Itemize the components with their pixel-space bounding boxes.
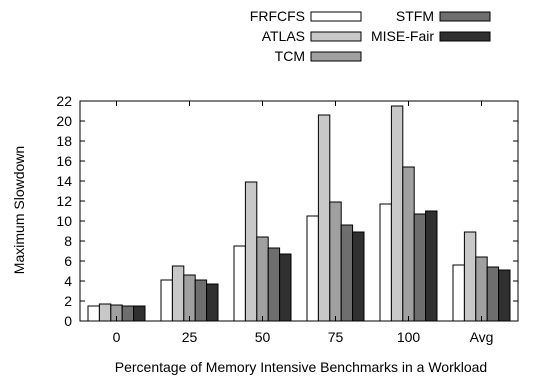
bar-atlas-100 <box>390 105 404 322</box>
x-tick-label: Avg <box>470 329 494 345</box>
legend-item-atlas: ATLAS <box>262 28 362 44</box>
bar-frfcfs-50 <box>233 245 246 322</box>
y-tick-label: 2 <box>64 293 72 309</box>
bar-tcm-75 <box>329 201 342 322</box>
legend-label: FRFCFS <box>250 8 305 24</box>
bar-mise-fair-avg <box>498 269 511 322</box>
bar-frfcfs-25 <box>160 279 173 322</box>
bar-atlas-0 <box>98 303 112 322</box>
bar-mise-fair-75 <box>352 231 365 322</box>
bar-atlas-75 <box>317 114 331 322</box>
y-tick-label: 4 <box>64 273 72 289</box>
bar-stfm-50 <box>267 247 281 322</box>
bars <box>87 105 511 322</box>
bar-frfcfs-100 <box>379 203 392 322</box>
x-tick-label: 75 <box>328 329 344 345</box>
legend-label: MISE-Fair <box>371 28 434 44</box>
bar-stfm-avg <box>486 266 500 322</box>
bar-tcm-avg <box>475 256 488 322</box>
legend-label: ATLAS <box>262 28 305 44</box>
bar-atlas-25 <box>171 265 185 322</box>
plot-frame <box>79 100 519 322</box>
legend-swatch <box>310 11 362 22</box>
x-tick-label: 50 <box>255 329 271 345</box>
y-tick-label: 6 <box>64 253 72 269</box>
y-tick-label: 12 <box>56 193 72 209</box>
bar-tcm-50 <box>256 236 269 322</box>
x-tick-label: 0 <box>113 329 121 345</box>
bar-stfm-0 <box>121 305 135 322</box>
legend-item-mise-fair: MISE-Fair <box>371 28 491 44</box>
bar-stfm-75 <box>340 224 354 322</box>
x-axis-title: Percentage of Memory Intensive Benchmark… <box>115 359 487 375</box>
x-tick-label: 25 <box>182 329 198 345</box>
legend: FRFCFS ATLAS TCM STFM MISE-Fair <box>250 8 491 64</box>
bar-atlas-avg <box>463 231 477 322</box>
axes: 0 2 4 6 8 10 12 14 16 18 20 22 0 25 50 75 100 Avg <box>56 93 519 345</box>
legend-item-stfm: STFM <box>396 8 491 24</box>
legend-swatch <box>439 11 491 22</box>
legend-swatch <box>310 31 362 42</box>
bar-frfcfs-avg <box>452 264 465 322</box>
legend-item-frfcfs: FRFCFS <box>250 8 362 24</box>
legend-swatch <box>310 51 362 62</box>
bar-mise-fair-50 <box>279 253 292 322</box>
x-tick-label: 100 <box>397 329 421 345</box>
bar-tcm-100 <box>402 166 415 322</box>
y-tick-label: 20 <box>56 113 72 129</box>
bar-stfm-25 <box>194 279 208 322</box>
bar-mise-fair-100 <box>425 210 438 322</box>
legend-label: STFM <box>396 8 434 24</box>
y-tick-label: 14 <box>56 173 72 189</box>
bar-stfm-100 <box>413 213 427 322</box>
bar-mise-fair-0 <box>133 305 146 322</box>
y-tick-label: 16 <box>56 153 72 169</box>
legend-label: TCM <box>275 48 305 64</box>
bar-frfcfs-75 <box>306 215 319 322</box>
y-tick-label: 18 <box>56 133 72 149</box>
y-tick-label: 0 <box>64 313 72 329</box>
bar-atlas-50 <box>244 181 258 322</box>
y-tick-label: 10 <box>56 213 72 229</box>
y-tick-label: 8 <box>64 233 72 249</box>
legend-swatch <box>439 31 491 42</box>
legend-item-tcm: TCM <box>275 48 362 64</box>
bar-tcm-25 <box>183 274 196 322</box>
y-axis-title: Maximum Slowdown <box>11 146 27 274</box>
bar-mise-fair-25 <box>206 283 219 322</box>
y-tick-label: 22 <box>56 93 72 109</box>
bar-frfcfs-0 <box>87 305 100 322</box>
